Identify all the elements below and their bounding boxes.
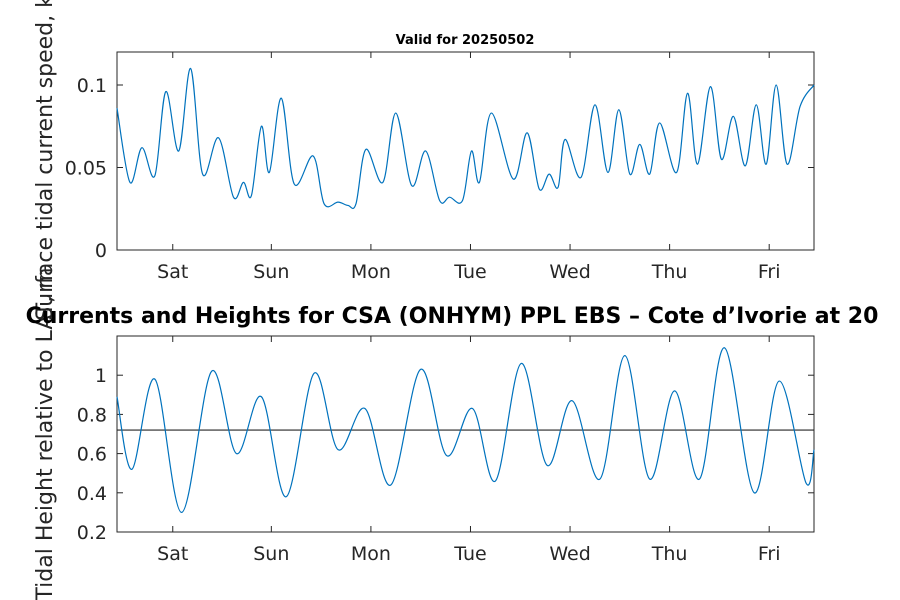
top-y-axis-label: Surface tidal current speed, kn bbox=[33, 0, 58, 321]
bottom-x-tick-label: Tue bbox=[453, 543, 486, 565]
top-x-tick-label: Sun bbox=[253, 261, 289, 283]
top-chart-title: Valid for 20250502 bbox=[396, 33, 535, 48]
top-x-tick-label: Tue bbox=[453, 261, 486, 283]
bottom-chart-title: Currents and Heights for CSA (ONHYM) PPL… bbox=[26, 304, 879, 329]
bottom-x-tick-label: Fri bbox=[758, 543, 781, 565]
top-x-tick-label: Fri bbox=[758, 261, 781, 283]
top-y-tick-label: 0 bbox=[95, 240, 107, 262]
top-x-tick-label: Mon bbox=[351, 261, 391, 283]
top-series-line bbox=[116, 67, 815, 210]
top-x-tick-label: Wed bbox=[549, 261, 590, 283]
top-y-tick-label: 0.1 bbox=[77, 75, 107, 97]
bottom-plot-area bbox=[116, 335, 815, 533]
bottom-y-tick-label: 0.8 bbox=[77, 404, 107, 426]
bottom-x-tick-label: Thu bbox=[651, 543, 688, 565]
bottom-x-tick-label: Wed bbox=[549, 543, 590, 565]
bottom-y-tick-label: 0.6 bbox=[77, 444, 107, 466]
top-x-tick-label: Thu bbox=[651, 261, 688, 283]
bottom-y-tick-label: 0.2 bbox=[77, 522, 107, 544]
bottom-x-tick-label: Sat bbox=[157, 543, 188, 565]
bottom-y-tick-label: 0.4 bbox=[77, 483, 107, 505]
top-x-tick-label: Sat bbox=[157, 261, 188, 283]
bottom-y-axis-label: Tidal Height relative to LAT, m bbox=[33, 267, 58, 600]
top-y-tick-label: 0.05 bbox=[65, 158, 107, 180]
bottom-x-tick-label: Mon bbox=[351, 543, 391, 565]
bottom-x-tick-label: Sun bbox=[253, 543, 289, 565]
bottom-series-line bbox=[116, 347, 815, 514]
top-plot-area bbox=[116, 51, 815, 251]
bottom-y-tick-label: 1 bbox=[95, 365, 107, 387]
